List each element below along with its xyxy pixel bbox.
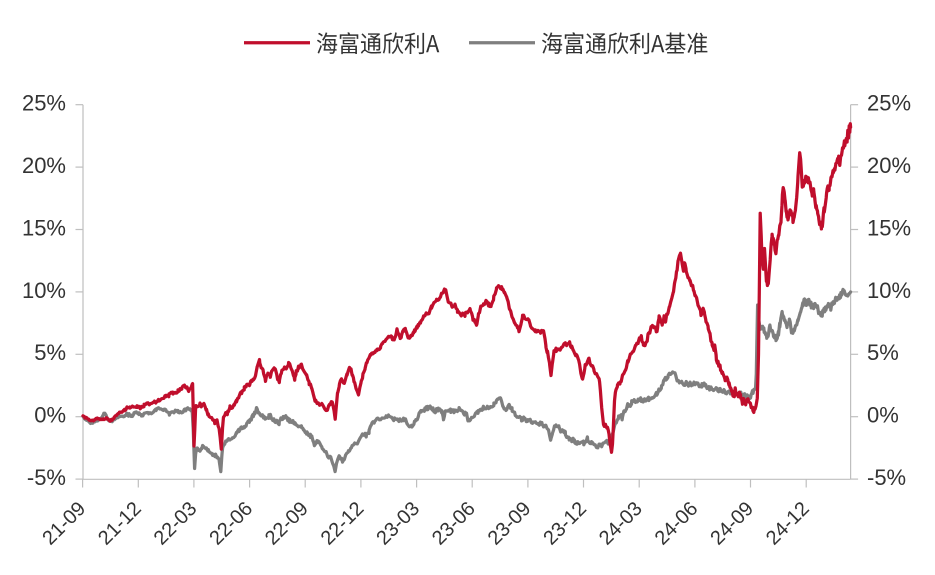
svg-text:0%: 0% bbox=[867, 403, 899, 428]
svg-text:5%: 5% bbox=[867, 340, 899, 365]
svg-text:-5%: -5% bbox=[27, 465, 66, 490]
svg-text:25%: 25% bbox=[22, 91, 66, 116]
svg-text:20%: 20% bbox=[867, 153, 911, 178]
svg-text:-5%: -5% bbox=[867, 465, 906, 490]
svg-text:25%: 25% bbox=[867, 91, 911, 116]
svg-text:15%: 15% bbox=[867, 215, 911, 240]
svg-text:10%: 10% bbox=[867, 278, 911, 303]
svg-text:0%: 0% bbox=[34, 403, 66, 428]
svg-text:15%: 15% bbox=[22, 215, 66, 240]
svg-text:5%: 5% bbox=[34, 340, 66, 365]
svg-text:10%: 10% bbox=[22, 278, 66, 303]
svg-text:20%: 20% bbox=[22, 153, 66, 178]
